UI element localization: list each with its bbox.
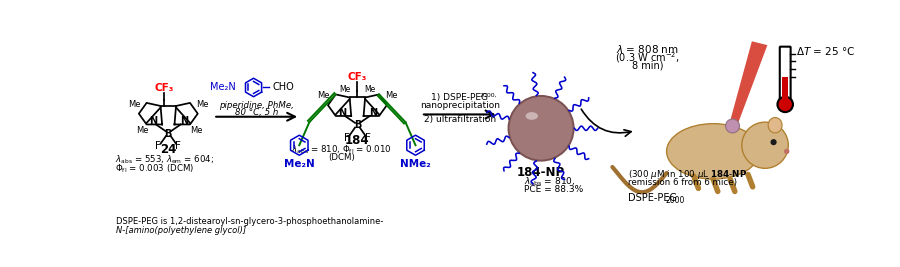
Circle shape xyxy=(742,122,788,168)
Text: $\lambda_{\rm abs}$ = 810, $\Phi_{\rm fl}$ = 0.010: $\lambda_{\rm abs}$ = 810, $\Phi_{\rm fl… xyxy=(292,144,392,156)
Circle shape xyxy=(508,96,573,161)
Polygon shape xyxy=(729,41,768,130)
Text: Me: Me xyxy=(190,126,203,135)
Text: CHO: CHO xyxy=(272,83,294,92)
Text: N: N xyxy=(369,108,377,118)
Text: N: N xyxy=(180,116,188,126)
Circle shape xyxy=(770,139,777,145)
Text: Me: Me xyxy=(317,92,329,100)
Text: Me: Me xyxy=(128,100,140,109)
Text: F: F xyxy=(364,132,371,143)
Text: DSPE-PEG: DSPE-PEG xyxy=(628,193,677,203)
Text: (0.3 W cm$^{-2}$,: (0.3 W cm$^{-2}$, xyxy=(615,50,680,65)
Text: $\Delta T$ = 25 °C: $\Delta T$ = 25 °C xyxy=(796,45,855,57)
Text: $\lambda_{\rm abs}$ = 553, $\lambda_{\rm em}$ = 604;: $\lambda_{\rm abs}$ = 553, $\lambda_{\rm… xyxy=(115,154,214,166)
FancyBboxPatch shape xyxy=(779,47,790,101)
Text: Me: Me xyxy=(136,126,149,135)
Circle shape xyxy=(784,149,789,154)
Text: Me₂N: Me₂N xyxy=(284,159,315,169)
Text: 2000,: 2000, xyxy=(480,93,498,98)
Ellipse shape xyxy=(667,124,760,179)
Text: CF₃: CF₃ xyxy=(155,83,174,93)
Text: 8 min): 8 min) xyxy=(632,60,663,70)
Circle shape xyxy=(778,97,793,112)
Text: Me: Me xyxy=(196,100,209,109)
Text: DSPE-PEG is 1,2-distearoyl-​sn-glycero-3-phosphoethanolamine-: DSPE-PEG is 1,2-distearoyl-​sn-glycero-3… xyxy=(115,217,383,226)
Text: $\lambda$ = 808 nm: $\lambda$ = 808 nm xyxy=(616,43,679,55)
Text: N: N xyxy=(148,116,157,126)
Text: Me: Me xyxy=(339,85,351,94)
Text: 24: 24 xyxy=(160,143,176,156)
Circle shape xyxy=(725,119,740,133)
Text: Me: Me xyxy=(385,92,398,100)
Text: 184-NP: 184-NP xyxy=(517,166,565,179)
Text: 2000: 2000 xyxy=(666,196,685,205)
Text: F: F xyxy=(176,141,181,151)
Text: $\lambda_{\rm abs}$ = 810,: $\lambda_{\rm abs}$ = 810, xyxy=(524,175,575,188)
FancyArrowPatch shape xyxy=(581,109,631,136)
Text: 1) DSPE-PEG: 1) DSPE-PEG xyxy=(431,93,488,102)
Text: Me: Me xyxy=(364,85,375,94)
Text: B: B xyxy=(165,129,172,139)
Text: 80 °C, 5 h: 80 °C, 5 h xyxy=(235,108,278,117)
Text: N: N xyxy=(338,108,346,118)
Text: B: B xyxy=(354,120,361,130)
Text: CF₃: CF₃ xyxy=(347,72,367,83)
Text: (DCM): (DCM) xyxy=(328,153,356,162)
Text: PCE = 88.3%: PCE = 88.3% xyxy=(524,185,583,194)
Text: Me₂N: Me₂N xyxy=(210,83,236,92)
Text: remission 6 from 6 mice): remission 6 from 6 mice) xyxy=(628,178,737,187)
Text: F: F xyxy=(345,132,350,143)
Text: N-[amino(polyethylene glycol)]: N-[amino(polyethylene glycol)] xyxy=(115,226,246,235)
Text: NMe₂: NMe₂ xyxy=(400,159,431,169)
Text: nanoprecipitation: nanoprecipitation xyxy=(419,101,500,110)
Text: 2) ultrafiltration: 2) ultrafiltration xyxy=(424,115,496,124)
Text: piperidine, PhMe,: piperidine, PhMe, xyxy=(220,101,294,110)
Text: F: F xyxy=(156,141,161,151)
Text: 184: 184 xyxy=(345,134,370,147)
Bar xyxy=(782,77,788,100)
Text: (300 $\mu$M in 100 $\mu$L $\mathbf{184}$-$\mathbf{NP}$: (300 $\mu$M in 100 $\mu$L $\mathbf{184}$… xyxy=(628,168,747,181)
Ellipse shape xyxy=(768,117,782,133)
Ellipse shape xyxy=(526,112,538,120)
Text: $\Phi_{\rm fl}$ = 0.003 (DCM): $\Phi_{\rm fl}$ = 0.003 (DCM) xyxy=(115,162,194,175)
